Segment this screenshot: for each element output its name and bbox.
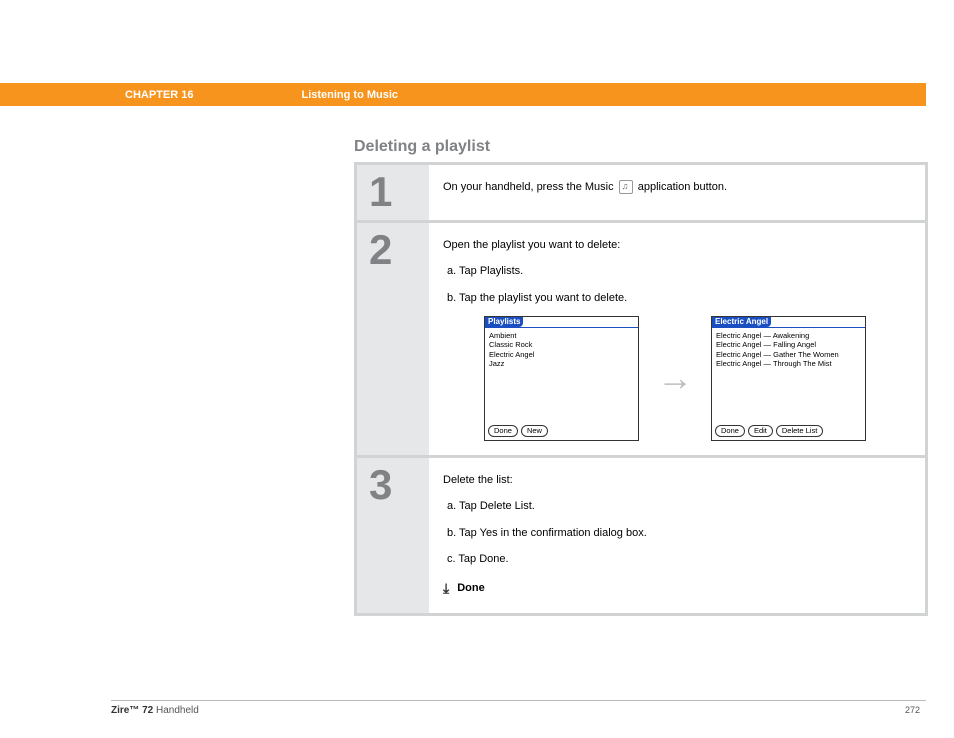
window-titlebar: Playlists [485, 317, 638, 328]
window-buttons: Done New [485, 423, 638, 440]
done-label: Done [457, 580, 485, 597]
chapter-number: CHAPTER 16 [125, 89, 193, 101]
edit-button[interactable]: Edit [748, 425, 773, 437]
done-button[interactable]: Done [488, 425, 518, 437]
step-number: 1 [369, 171, 417, 213]
delete-list-button[interactable]: Delete List [776, 425, 823, 437]
step-row: 2 Open the playlist you want to delete: … [357, 223, 925, 458]
step-text: On your handheld, press the Music applic… [443, 179, 907, 196]
page-footer: Zire™ 72 Handheld 272 [111, 700, 926, 716]
step-number-cell: 2 [357, 223, 429, 455]
window-body: Electric Angel — Awakening Electric Ange… [712, 328, 865, 423]
step-intro: Open the playlist you want to delete: [443, 237, 907, 254]
step-number-cell: 3 [357, 458, 429, 613]
step-content: Open the playlist you want to delete: a.… [429, 223, 925, 455]
steps-table: 1 On your handheld, press the Music appl… [354, 162, 928, 616]
list-item: Electric Angel — Falling Angel [716, 340, 861, 349]
window-title: Playlists [485, 317, 523, 327]
step-substep: a. Tap Delete List. [447, 498, 907, 515]
list-item: Electric Angel — Gather The Women [716, 350, 861, 359]
window-titlebar: Electric Angel [712, 317, 865, 328]
step-number: 2 [369, 229, 417, 271]
chapter-header-bar: CHAPTER 16 Listening to Music [0, 83, 926, 106]
list-item: Jazz [489, 359, 634, 368]
chapter-title: Listening to Music [301, 89, 398, 101]
step-row: 3 Delete the list: a. Tap Delete List. b… [357, 458, 925, 613]
step-content: On your handheld, press the Music applic… [429, 165, 925, 220]
step-substep: a. Tap Playlists. [447, 263, 907, 280]
step-number: 3 [369, 464, 417, 506]
list-item: Ambient [489, 331, 634, 340]
step-text-after: application button. [638, 181, 727, 193]
window-buttons: Done Edit Delete List [712, 423, 865, 440]
footer-product-name: Zire™ 72 [111, 705, 153, 716]
list-item: Electric Angel [489, 350, 634, 359]
playlists-window: Playlists Ambient Classic Rock Electric … [484, 316, 639, 441]
footer-product-suffix: Handheld [153, 705, 199, 716]
chapter-header: CHAPTER 16 Listening to Music [0, 83, 926, 106]
step-substep: b. Tap the playlist you want to delete. [447, 290, 907, 307]
step-number-cell: 1 [357, 165, 429, 220]
section-heading: Deleting a playlist [354, 138, 490, 156]
list-item: Electric Angel — Awakening [716, 331, 861, 340]
step-intro: Delete the list: [443, 472, 907, 489]
step-substep: b. Tap Yes in the confirmation dialog bo… [447, 525, 907, 542]
step-substep: c. Tap Done. [447, 551, 907, 568]
done-indicator: ⤓ Done [443, 578, 907, 599]
step-text-before: On your handheld, press the Music [443, 181, 617, 193]
footer-product: Zire™ 72 Handheld [111, 705, 199, 716]
list-item: Electric Angel — Through The Mist [716, 359, 861, 368]
screenshot-row: Playlists Ambient Classic Rock Electric … [443, 316, 907, 441]
window-body: Ambient Classic Rock Electric Angel Jazz [485, 328, 638, 423]
step-content: Delete the list: a. Tap Delete List. b. … [429, 458, 925, 613]
down-arrow-icon: ⤓ [443, 578, 449, 599]
playlist-detail-window: Electric Angel Electric Angel — Awakenin… [711, 316, 866, 441]
footer-page-number: 272 [905, 705, 926, 716]
new-button[interactable]: New [521, 425, 548, 437]
list-item: Classic Rock [489, 340, 634, 349]
arrow-right-icon: → [657, 351, 693, 405]
step-row: 1 On your handheld, press the Music appl… [357, 165, 925, 223]
done-button[interactable]: Done [715, 425, 745, 437]
music-icon [619, 180, 633, 194]
window-title: Electric Angel [712, 317, 771, 327]
